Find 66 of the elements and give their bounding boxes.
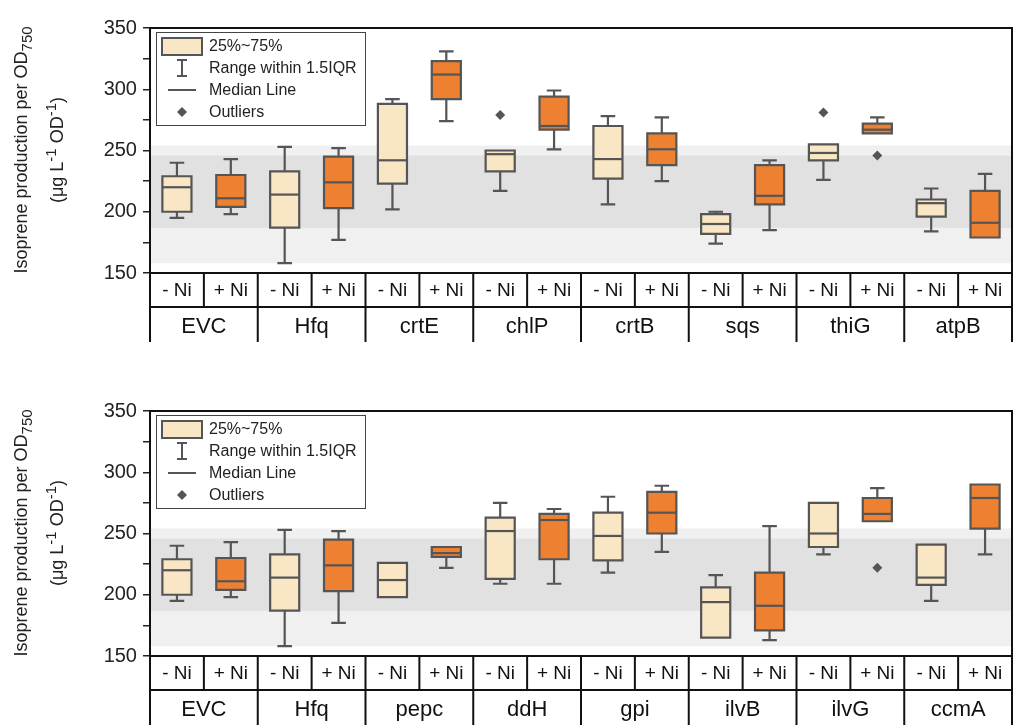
text: + Ni	[429, 279, 464, 301]
annotation: Median Line	[209, 81, 297, 99]
text: + Ni	[321, 279, 356, 301]
text: - Ni	[593, 279, 623, 301]
x-tick-label: EVC	[181, 696, 227, 722]
x-tick-label: crtE	[399, 313, 439, 339]
annotation: 25%~75%	[209, 420, 283, 438]
text: + Ni	[536, 279, 572, 301]
text: - Ni	[269, 662, 300, 684]
x-tick-label: gpi	[620, 696, 650, 722]
y-tick-label: 150	[103, 260, 137, 283]
x-tick-label: Hfq	[294, 313, 329, 339]
text: - Ni	[485, 279, 515, 301]
x-tick-label: ddH	[506, 696, 548, 722]
text: + Ni	[967, 279, 1003, 301]
x-tick-label: chlP	[505, 313, 549, 339]
text: + Ni	[429, 662, 464, 684]
y-tick-label: 300	[103, 76, 137, 99]
x-tick-label: atpB	[935, 313, 981, 339]
y-tick-label: 250	[103, 138, 137, 161]
text: + Ni	[321, 662, 356, 684]
series-label: + Ni	[752, 662, 787, 684]
annotation: Outliers	[209, 103, 265, 121]
y-tick-label: 200	[103, 199, 137, 222]
text: + Ni	[967, 662, 1003, 684]
text: + Ni	[213, 662, 248, 684]
text: + Ni	[752, 279, 787, 301]
y-tick-label: 250	[103, 521, 137, 544]
text: - Ni	[916, 279, 946, 301]
y-tick-label: 350	[103, 398, 137, 421]
x-tick-label: ccmA	[930, 696, 986, 722]
series-label: - Ni	[700, 662, 731, 684]
y-tick-label: 150	[103, 643, 137, 666]
x-tick-label: Hfq	[294, 696, 329, 722]
text: + Ni	[644, 662, 679, 684]
annotation: Range within 1.5IQR	[209, 442, 357, 460]
x-tick-label: crtB	[615, 313, 655, 339]
text: + Ni	[213, 279, 248, 301]
x-tick-label: EVC	[181, 313, 227, 339]
text: - Ni	[377, 279, 408, 301]
y-tick-label: 350	[103, 15, 137, 38]
x-tick-label: pepc	[395, 696, 444, 722]
text: + Ni	[860, 279, 895, 301]
annotation: 25%~75%	[209, 37, 283, 55]
x-tick-label: ilvG	[831, 696, 870, 722]
annotation: Outliers	[209, 486, 265, 504]
y-tick-label: 200	[103, 582, 137, 605]
text: - Ni	[593, 662, 623, 684]
annotation: Median Line	[209, 464, 297, 482]
x-tick-label: thiG	[830, 313, 871, 339]
text: - Ni	[162, 662, 192, 684]
x-tick-label: ilvB	[724, 696, 761, 722]
text: - Ni	[700, 279, 731, 301]
y-tick-label: 300	[103, 459, 137, 482]
text: - Ni	[808, 279, 839, 301]
text: + Ni	[536, 662, 572, 684]
text: - Ni	[162, 279, 192, 301]
x-tick-label: sqs	[725, 313, 760, 339]
annotation: Range within 1.5IQR	[209, 59, 357, 77]
text: - Ni	[377, 662, 408, 684]
text: + Ni	[644, 279, 679, 301]
text: - Ni	[808, 662, 839, 684]
text: - Ni	[916, 662, 946, 684]
text: - Ni	[485, 662, 515, 684]
text: - Ni	[269, 279, 300, 301]
text: + Ni	[860, 662, 895, 684]
